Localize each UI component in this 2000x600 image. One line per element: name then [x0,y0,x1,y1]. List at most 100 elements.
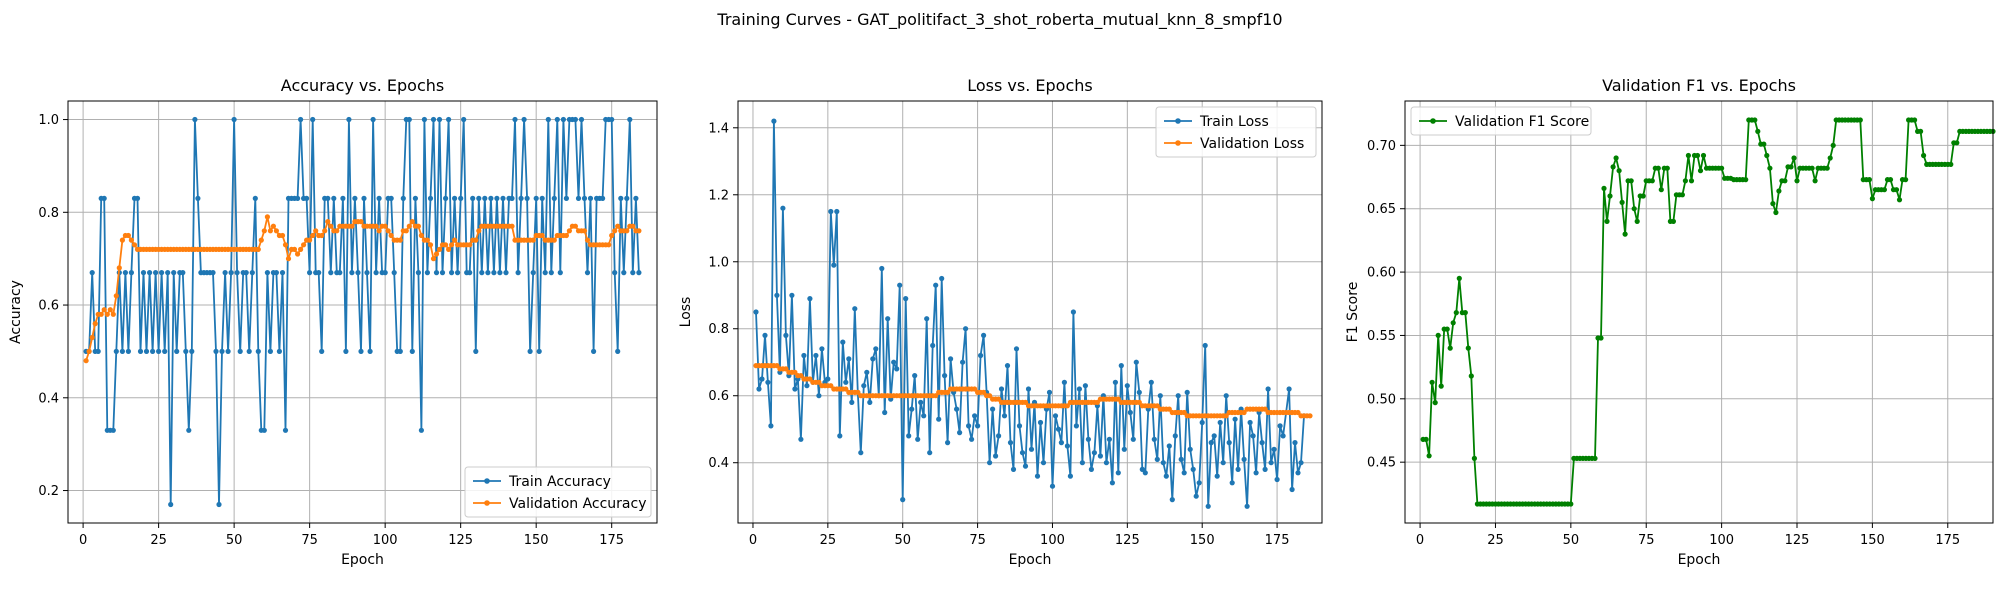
y-tick-label: 0.2 [38,484,59,499]
data-point [1468,373,1474,379]
y-tick-label: 1.0 [708,255,729,270]
data-point [1613,155,1619,161]
data-point [524,195,530,201]
x-tick-label: 75 [969,533,986,548]
data-point [1444,326,1450,332]
data-point [131,242,138,248]
data-point [282,427,289,433]
data-point [609,116,615,123]
data-point [972,386,978,392]
data-point [270,223,276,229]
data-point [551,237,557,243]
legend: Train Loss Validation Loss [1155,106,1317,158]
x-tick-label: 25 [150,533,167,548]
data-point [1921,152,1927,159]
data-point [897,282,903,288]
data-point [436,116,443,123]
data-point [774,363,780,369]
data-point [1106,436,1112,442]
data-point [1118,363,1124,369]
legend-box [1155,106,1317,158]
data-point [1289,486,1295,493]
figure-title: Training Curves - GAT_politifact_3_shot_… [717,10,1283,29]
data-point [1761,141,1767,147]
legend: Validation F1 Score [1410,106,1592,136]
x-tick-label: 150 [1190,533,1215,548]
data-point [774,292,780,298]
x-tick-label: 50 [894,533,911,548]
axes-frame [737,100,1323,524]
data-point [1770,201,1776,207]
data-point [1298,460,1304,466]
data-point [780,205,786,211]
data-point [630,223,636,229]
data-point [759,376,765,382]
data-point [443,242,449,248]
data-point [1115,470,1121,476]
data-point [1244,503,1250,509]
data-point [1229,480,1235,486]
data-point [903,296,909,302]
data-point [162,348,168,354]
y-tick-label: 0.70 [1367,139,1396,154]
data-point [1679,192,1685,198]
data-point [915,436,921,442]
data-point [849,399,855,405]
x-tick-label: 125 [1115,533,1140,548]
data-point [1719,165,1725,171]
axes-title: Accuracy vs. Epochs [281,76,444,95]
data-point [600,195,606,201]
data-point [933,393,939,399]
data-point [213,348,219,354]
data-point [1175,393,1181,399]
data-point [1226,440,1232,446]
data-point [1004,363,1011,369]
data-point [945,389,951,395]
data-point [870,356,876,362]
y-tick-label: 0.60 [1367,266,1396,281]
data-point [1088,466,1094,472]
data-point [255,348,261,354]
data-point [334,228,340,234]
data-point [427,242,434,248]
data-point [1001,413,1008,419]
data-point [261,427,267,433]
data-point [819,346,825,352]
data-point [909,406,915,412]
data-point [1211,433,1217,439]
data-point [572,116,579,123]
data-point [1199,419,1205,426]
data-point [1954,140,1960,146]
data-point [1121,446,1127,452]
x-tick-label: 100 [373,533,398,548]
data-point [473,237,479,243]
data-point [1220,460,1226,466]
data-point [560,116,567,123]
axes-frame [67,100,658,524]
data-point [1259,440,1265,446]
data-point [279,270,286,276]
data-point [998,386,1005,392]
data-point [388,195,394,201]
data-point [1166,443,1172,449]
data-point [1755,128,1761,134]
y-tick-label: 0.50 [1367,392,1396,407]
data-point [258,237,264,243]
data-point [1172,433,1178,439]
data-point [400,195,406,201]
data-point [216,501,222,508]
data-point [756,386,762,392]
data-point [957,430,963,436]
data-point [584,270,591,276]
data-point [1307,413,1313,419]
data-point [960,359,966,365]
data-point [228,270,234,276]
data-point [98,311,104,317]
data-point [494,195,500,201]
data-point [285,256,292,262]
data-point [1019,450,1026,456]
legend-label: Validation F1 Score [1455,114,1589,130]
data-point [433,270,440,276]
data-point [921,413,927,419]
data-point [1423,436,1429,442]
